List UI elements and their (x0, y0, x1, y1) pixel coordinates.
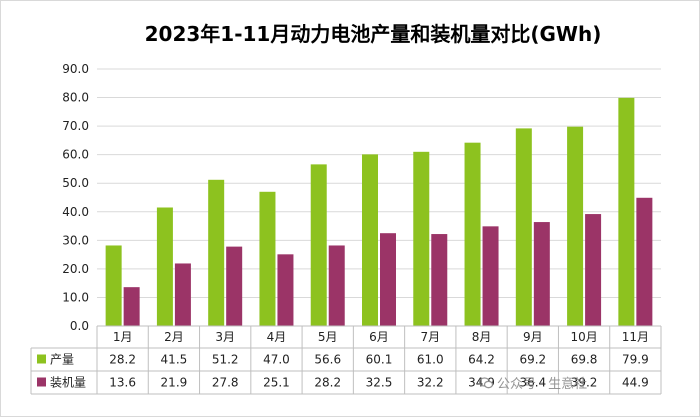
bar-production (618, 97, 635, 326)
gridlines (97, 68, 661, 298)
legend-swatch (37, 377, 46, 387)
x-tick-label: 6月 (369, 330, 389, 344)
watermark-account-name: 生意社 (548, 377, 588, 392)
data-label: 32.5 (366, 376, 393, 390)
bar-installed (585, 214, 602, 326)
data-label: 61.0 (417, 353, 444, 367)
data-label: 27.8 (212, 376, 239, 390)
bar-installed (636, 197, 653, 326)
bar-production (567, 126, 584, 326)
y-tick-label: 90.0 (62, 62, 89, 76)
x-tick-label: 10月 (570, 330, 597, 344)
watermark: 公众号 · 生意社 (479, 373, 587, 392)
bar-production (362, 154, 378, 326)
bar-installed (174, 263, 191, 326)
y-tick-label: 0.0 (70, 319, 89, 333)
x-tick-label: 11月 (622, 330, 649, 344)
bar-production (156, 207, 173, 326)
data-label: 69.8 (571, 353, 598, 367)
x-tick-label: 4月 (267, 330, 287, 344)
bar-production (310, 164, 327, 326)
wechat-icon (479, 377, 493, 389)
watermark-account-label: 公众号 (497, 377, 537, 392)
y-tick-label: 10.0 (62, 290, 89, 304)
bar-installed (380, 233, 396, 326)
data-label: 36.4 (519, 376, 546, 390)
legend-swatch (37, 354, 46, 364)
data-label: 28.2 (109, 353, 136, 367)
bar-installed (431, 234, 448, 326)
bar-installed (226, 246, 243, 326)
bar-production (413, 151, 430, 326)
bar-installed (533, 222, 550, 326)
y-tick-label: 70.0 (62, 119, 89, 133)
bar-production (515, 128, 532, 326)
data-label: 39.2 (571, 376, 598, 390)
bar-production (208, 179, 225, 326)
data-label: 25.1 (263, 376, 290, 390)
bar-installed (328, 245, 345, 326)
x-tick-label: 8月 (472, 330, 492, 344)
y-tick-label: 80.0 (62, 91, 89, 105)
data-label: 69.2 (519, 353, 546, 367)
bars (105, 97, 653, 326)
bar-installed (482, 226, 499, 326)
y-tick-label: 60.0 (62, 148, 89, 162)
x-tick-label: 9月 (523, 330, 543, 344)
x-tick-label: 5月 (318, 330, 338, 344)
data-label: 21.9 (161, 376, 188, 390)
x-tick-label: 2月 (164, 330, 184, 344)
data-label: 47.0 (263, 353, 290, 367)
watermark-separator: · (540, 377, 545, 392)
data-label: 13.6 (109, 376, 136, 390)
y-tick-label: 30.0 (62, 233, 89, 247)
x-tick-label: 7月 (420, 330, 440, 344)
data-label: 41.5 (161, 353, 188, 367)
legend-label: 产量 (50, 353, 74, 367)
y-tick-label: 50.0 (62, 176, 89, 190)
bar-installed (277, 254, 294, 326)
y-axis: 0.0 10.0 20.0 30.0 40.0 50.0 60.0 70.0 80.0 90.0 (62, 62, 89, 333)
bar-installed (123, 287, 140, 326)
data-label: 64.2 (468, 353, 495, 367)
x-tick-label: 1月 (113, 330, 133, 344)
bar-production (105, 245, 122, 326)
legend-label: 装机量 (50, 376, 86, 390)
y-tick-label: 20.0 (62, 262, 89, 276)
bar-production (464, 142, 481, 326)
data-label: 60.1 (366, 353, 393, 367)
bar-production (259, 191, 276, 326)
x-tick-label: 3月 (215, 330, 235, 344)
data-label: 51.2 (212, 353, 239, 367)
data-label: 32.2 (417, 376, 444, 390)
y-tick-label: 40.0 (62, 205, 89, 219)
data-label: 44.9 (622, 376, 649, 390)
chart-title: 2023年1-11月动力电池产量和装机量对比(GWh) (145, 22, 602, 46)
data-label: 28.2 (314, 376, 341, 390)
data-label: 56.6 (314, 353, 341, 367)
data-label: 79.9 (622, 353, 649, 367)
